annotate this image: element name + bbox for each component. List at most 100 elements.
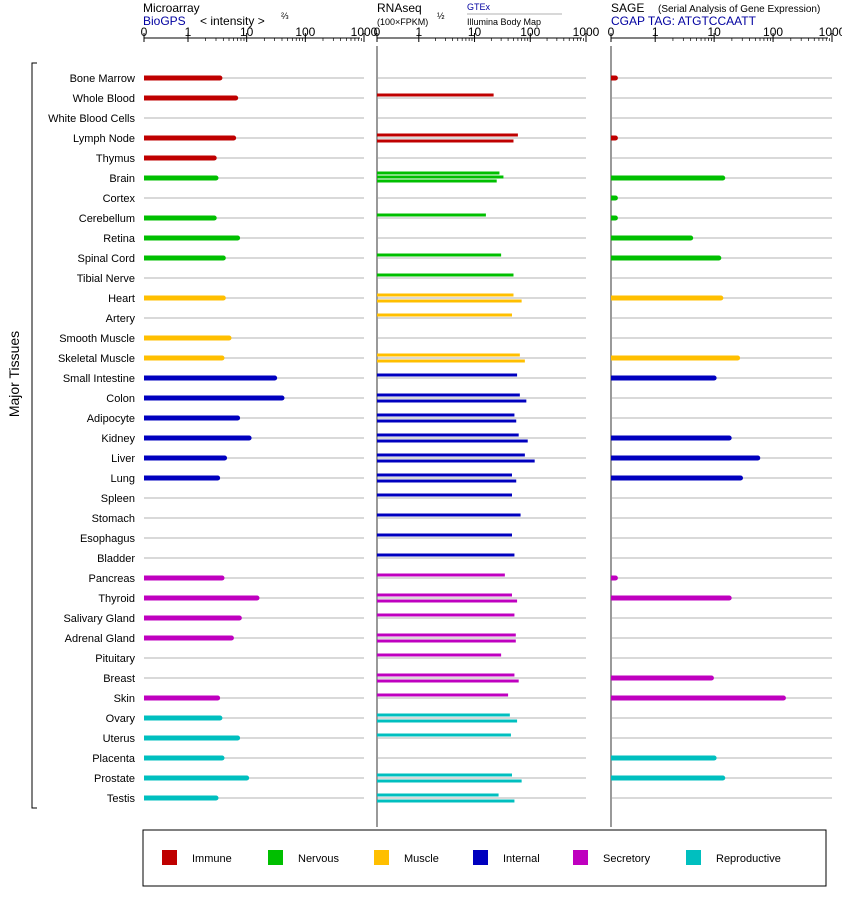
sage-bar-end	[612, 575, 618, 581]
tissue-label: Bladder	[97, 553, 135, 565]
tissue-label: Salivary Gland	[63, 613, 135, 625]
sage-bar	[611, 775, 723, 781]
tissue-label: Spleen	[101, 493, 135, 505]
microarray-bar	[144, 75, 220, 81]
tissue-label: Cortex	[103, 193, 136, 205]
sage-bar	[611, 235, 691, 241]
tissue-label: Skin	[114, 693, 135, 705]
microarray-axis-tick-label: 1000	[351, 25, 378, 39]
tissue-label: Esophagus	[80, 533, 136, 545]
microarray-bar-end	[215, 475, 221, 481]
sage-bar-end	[780, 695, 786, 701]
microarray-bar-end	[236, 615, 242, 621]
sage-bar-end	[711, 755, 717, 761]
microarray-bar	[144, 715, 220, 721]
microarray-bar	[144, 355, 223, 361]
microarray-bar-end	[219, 355, 225, 361]
sage-bar	[611, 475, 741, 481]
microarray-bar-end	[219, 755, 225, 761]
sage-bar	[611, 375, 715, 381]
tissue-label: Artery	[106, 313, 136, 325]
major-tissues-bracket	[31, 62, 37, 809]
microarray-bar-end	[220, 295, 226, 301]
microarray-bar-end	[235, 735, 241, 741]
sage-bar	[611, 355, 738, 361]
microarray-bar	[144, 155, 215, 161]
tissue-label: Liver	[111, 453, 135, 465]
sage-bar	[611, 455, 758, 461]
tissue-label: Colon	[106, 393, 135, 405]
tissue-label: Stomach	[92, 513, 135, 525]
microarray-bar	[144, 755, 223, 761]
microarray-bar	[144, 175, 216, 181]
sage-bar-end	[612, 75, 618, 81]
microarray-axis-tick-label: 10	[240, 25, 254, 39]
major-tissues-label: Major Tissues	[6, 331, 22, 417]
tissue-label: Small Intestine	[63, 373, 135, 385]
microarray-bar	[144, 255, 224, 261]
microarray-bar-end	[211, 155, 217, 161]
tissue-label: Thyroid	[98, 593, 135, 605]
sage-bar-end	[718, 295, 724, 301]
tissue-label: Spinal Cord	[78, 253, 135, 265]
tissue-label: Thymus	[96, 153, 136, 165]
microarray-title: Microarray	[143, 1, 200, 15]
microarray-bar-end	[233, 95, 239, 101]
sage-bar-end	[755, 455, 761, 461]
legend-label-secretory: Secretory	[603, 853, 651, 865]
tissue-label: Breast	[103, 673, 135, 685]
microarray-bar-end	[219, 575, 225, 581]
microarray-bar-end	[213, 175, 219, 181]
tissue-label: Kidney	[101, 433, 135, 445]
tissue-label: Cerebellum	[79, 213, 135, 225]
microarray-bar	[144, 455, 225, 461]
sage-axis-tick-label: 10	[707, 25, 721, 39]
microarray-bar-end	[235, 415, 241, 421]
microarray-bar-end	[222, 455, 228, 461]
sage-bar-end	[735, 355, 741, 361]
sage-bar-end	[688, 235, 694, 241]
sage-bar-end	[612, 215, 618, 221]
tissue-label: Testis	[107, 793, 136, 805]
microarray-bar	[144, 295, 224, 301]
legend-label-immune: Immune	[192, 853, 232, 865]
sage-axis-tick-label: 1	[652, 25, 659, 39]
microarray-bar	[144, 595, 257, 601]
rnaseq-unit-exponent: ½	[437, 11, 445, 21]
microarray-bar-end	[226, 335, 232, 341]
sage-tag: CGAP TAG: ATGTCCAATT	[611, 14, 757, 28]
microarray-bar-end	[213, 795, 219, 801]
tissue-label: Adrenal Gland	[65, 633, 135, 645]
legend-swatch-reproductive	[686, 850, 701, 865]
sage-bar-end	[716, 255, 722, 261]
sage-bar-end	[612, 135, 618, 141]
sage-bar	[611, 255, 719, 261]
legend-label-nervous: Nervous	[298, 853, 339, 865]
microarray-axis-tick-label: 0	[141, 25, 148, 39]
microarray-source: BioGPS	[143, 14, 186, 28]
legend-label-internal: Internal	[503, 853, 540, 865]
tissue-label: Brain	[109, 173, 135, 185]
microarray-bar	[144, 615, 240, 621]
sage-bar	[611, 595, 730, 601]
legend-swatch-nervous	[268, 850, 283, 865]
microarray-bar-end	[211, 215, 217, 221]
sage-bar-end	[726, 595, 732, 601]
sage-bar	[611, 435, 730, 441]
tissue-label: Placenta	[92, 753, 136, 765]
sage-bar-end	[720, 175, 726, 181]
sage-axis-tick-label: 0	[608, 25, 615, 39]
sage-title: SAGE	[611, 1, 644, 15]
microarray-bar-end	[228, 635, 234, 641]
rnaseq-title: RNAseq	[377, 1, 422, 15]
rnaseq-source-illumina: Illumina Body Map	[467, 17, 541, 27]
sage-bar-end	[737, 475, 743, 481]
sage-bar	[611, 675, 712, 681]
rnaseq-axis-tick-label: 1000	[573, 25, 600, 39]
microarray-bar	[144, 635, 232, 641]
legend-swatch-immune	[162, 850, 177, 865]
microarray-bar-end	[272, 375, 278, 381]
tissue-label: Ovary	[106, 713, 136, 725]
rnaseq-axis-tick-label: 100	[520, 25, 540, 39]
